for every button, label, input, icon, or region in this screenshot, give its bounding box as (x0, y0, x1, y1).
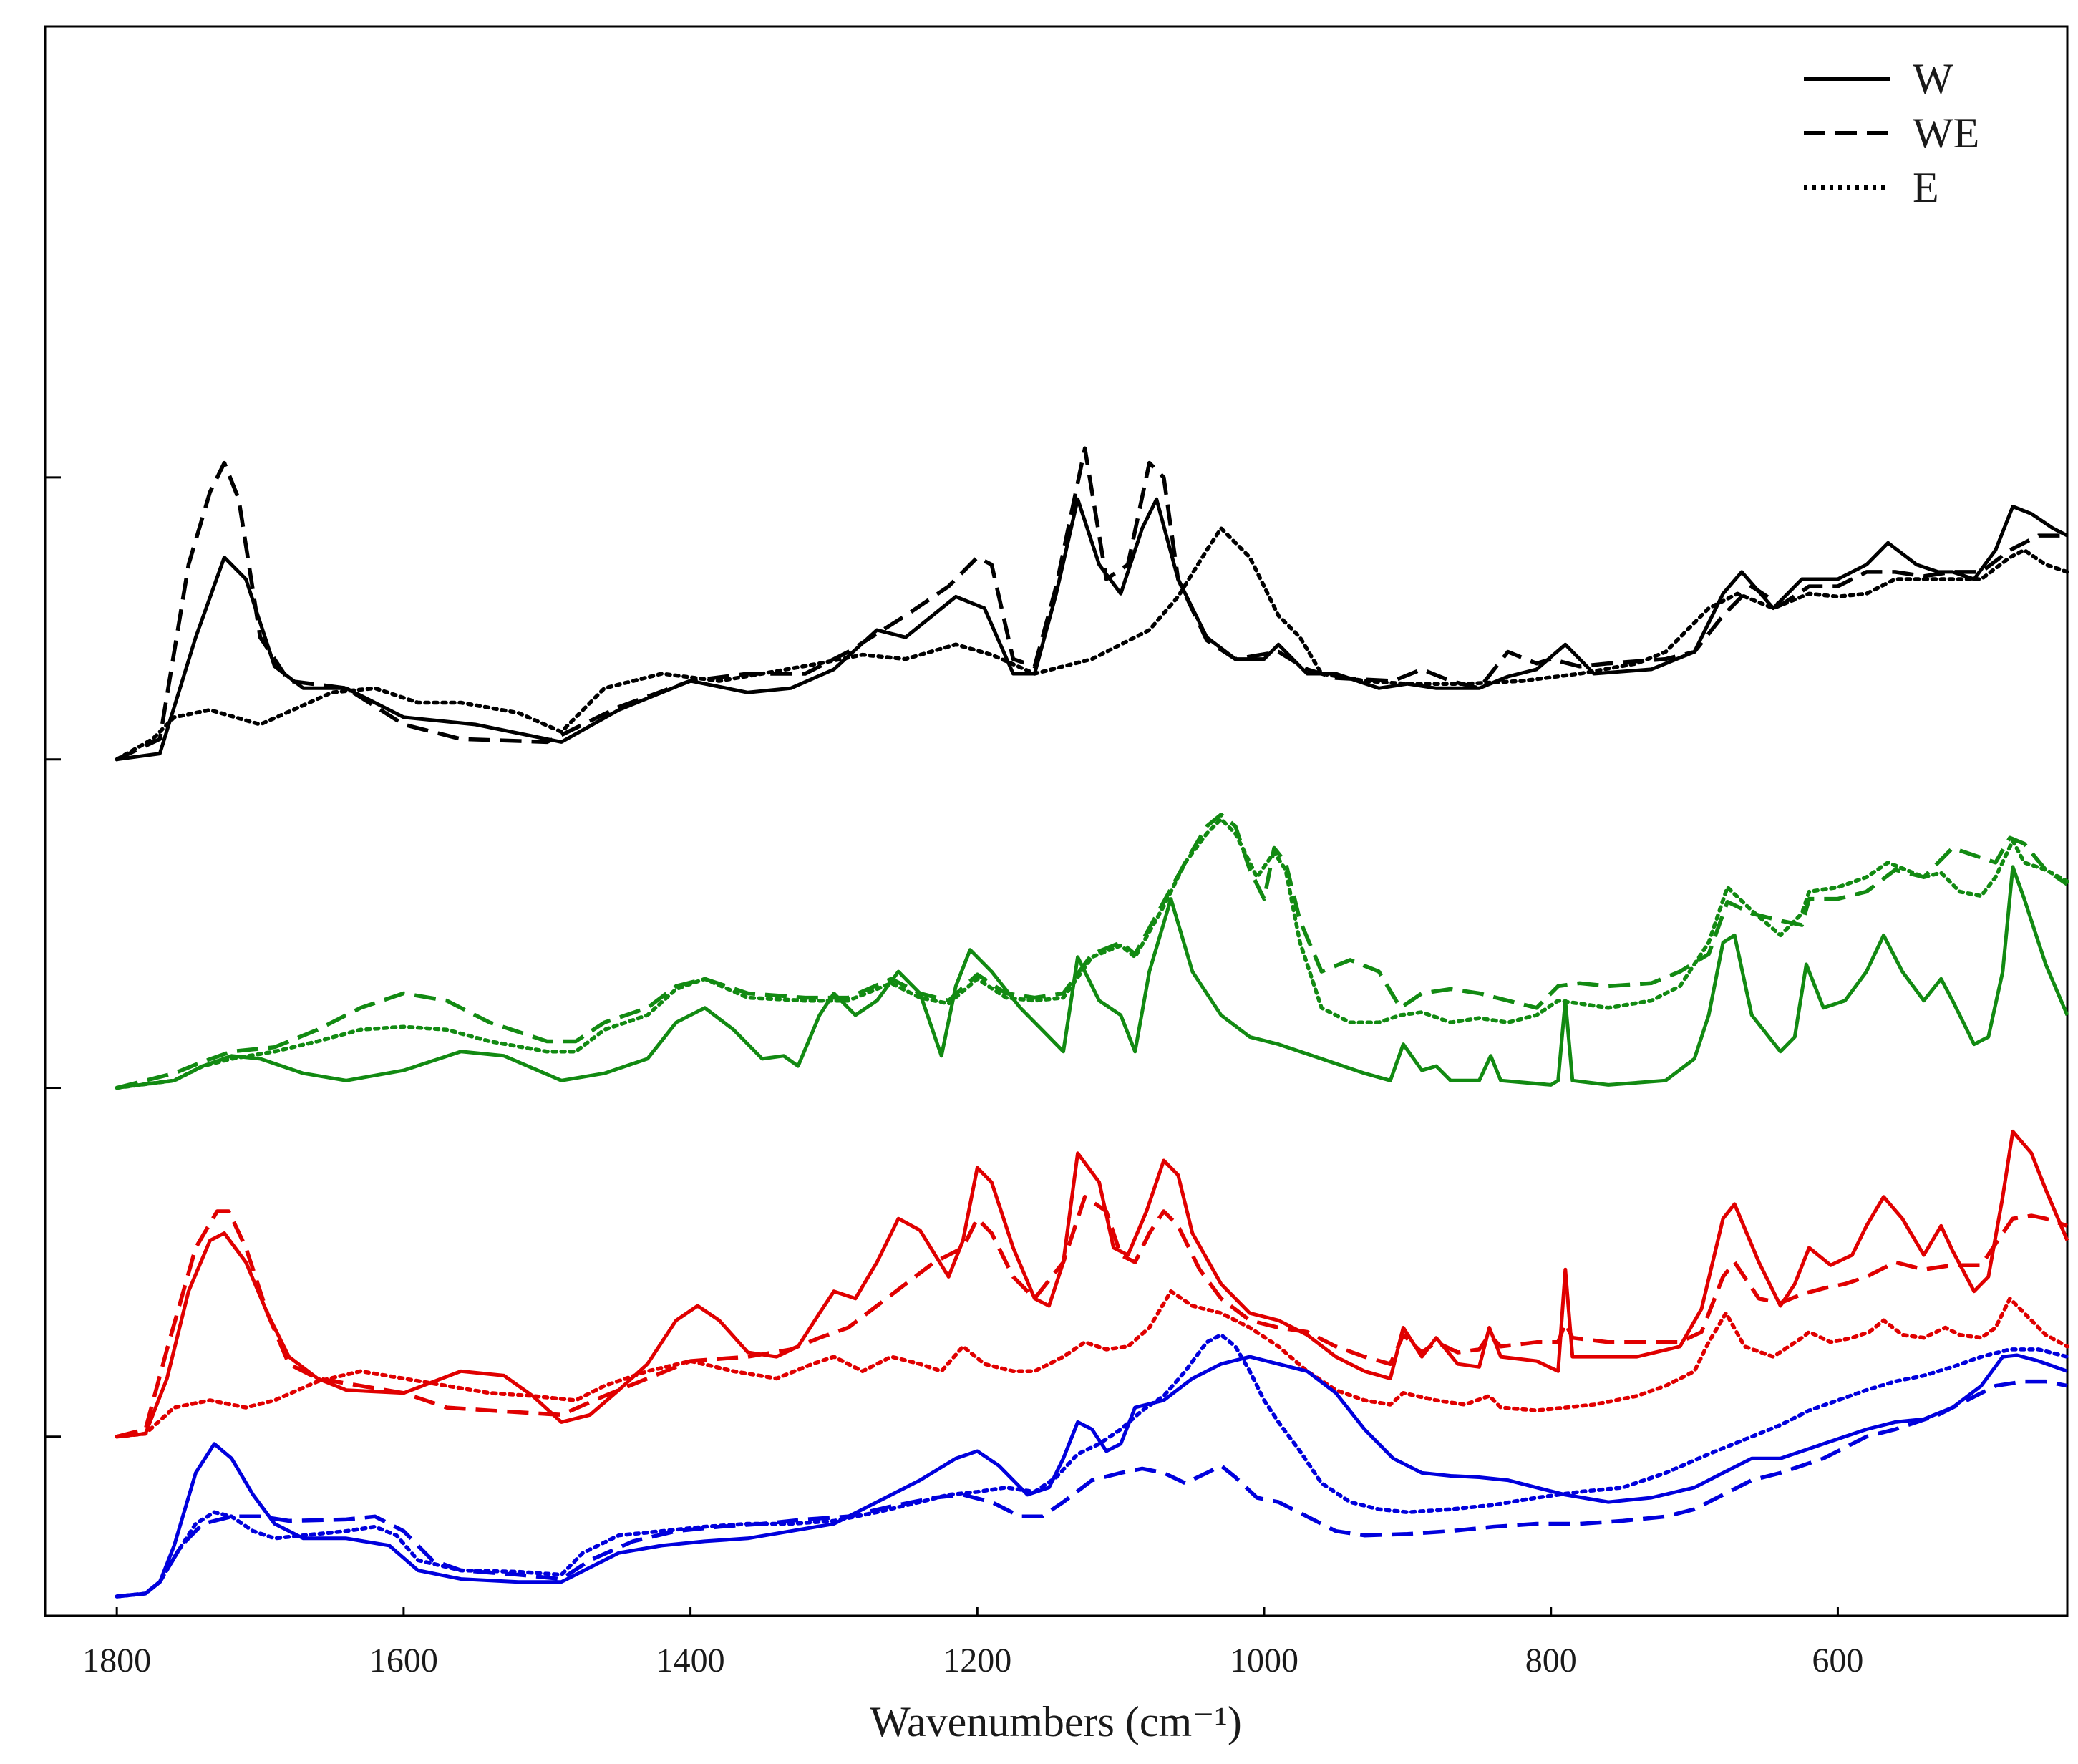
plot-frame (44, 25, 2069, 1617)
legend-label-w: W (1913, 55, 1953, 102)
x-tick-label: 1600 (369, 1642, 438, 1680)
legend-label-e: E (1913, 164, 1939, 211)
x-tick-label: 600 (1812, 1642, 1863, 1680)
trace-blue-w (116, 1353, 2068, 1599)
spectrum-traces (115, 446, 2069, 1599)
legend: W WE E (1804, 55, 1979, 211)
trace-red-e (115, 1289, 2069, 1439)
trace-green-w (116, 865, 2069, 1090)
x-tick-label: 1800 (82, 1642, 151, 1680)
x-axis-label: Wavenumbers (cm⁻¹) (870, 1698, 1242, 1745)
y-tick-marks (45, 476, 61, 1438)
trace-blue-e (115, 1332, 2069, 1599)
x-tick-label: 1400 (656, 1642, 725, 1680)
trace-black-w (116, 497, 2069, 762)
x-tick-label: 1200 (943, 1642, 1011, 1680)
trace-black-e (115, 526, 2069, 762)
trace-red-we (116, 1195, 2068, 1439)
x-tick-label: 800 (1525, 1642, 1577, 1680)
x-axis-ticks: 1800 1600 1400 1200 1000 800 600 (82, 1607, 1863, 1680)
trace-blue-we (116, 1379, 2068, 1599)
trace-green-we (116, 813, 2069, 1090)
trace-red-w (116, 1129, 2069, 1439)
trace-black-we (116, 446, 2069, 762)
legend-label-we: WE (1913, 110, 1979, 157)
trace-green-e (115, 817, 2069, 1090)
x-tick-label: 1000 (1230, 1642, 1298, 1680)
